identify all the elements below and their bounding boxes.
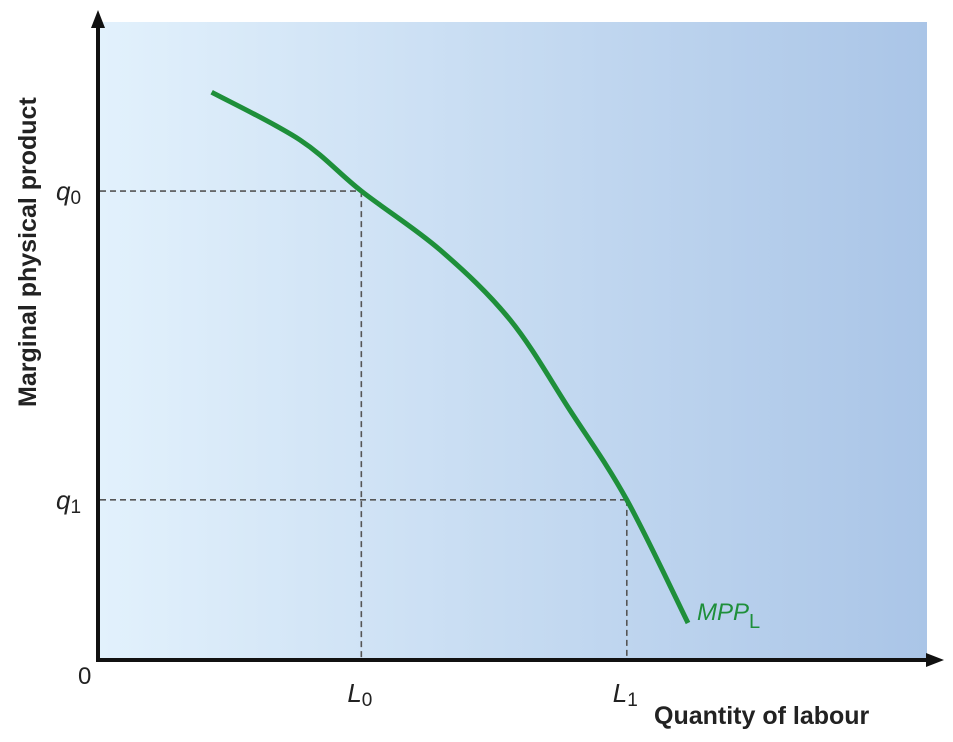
plot-background — [100, 22, 927, 660]
origin-label: 0 — [78, 663, 91, 690]
q0-tick-label: q0 — [56, 176, 81, 209]
tick-letter: q — [56, 176, 71, 206]
x-axis-label: Quantity of labour — [654, 702, 870, 730]
tick-subscript: 0 — [362, 690, 373, 711]
x-axis-arrow — [926, 653, 944, 667]
q1-tick-label: q1 — [56, 485, 81, 518]
tick-letter: L — [613, 678, 627, 708]
tick-letter: q — [56, 485, 71, 515]
mpp-curve — [210, 89, 691, 625]
series-subscript: L — [749, 611, 760, 633]
l1-tick-label: L1 — [613, 678, 638, 711]
y-axis-label: Marginal physical product — [14, 97, 42, 407]
l0-tick-label: L0 — [347, 678, 372, 711]
y-axis-arrow — [91, 10, 105, 28]
tick-subscript: 0 — [70, 188, 81, 209]
series-label: MPPL — [697, 599, 760, 633]
series-name: MPP — [697, 599, 749, 626]
tick-subscript: 1 — [627, 690, 638, 711]
tick-letter: L — [347, 678, 361, 708]
tick-subscript: 1 — [70, 497, 81, 518]
